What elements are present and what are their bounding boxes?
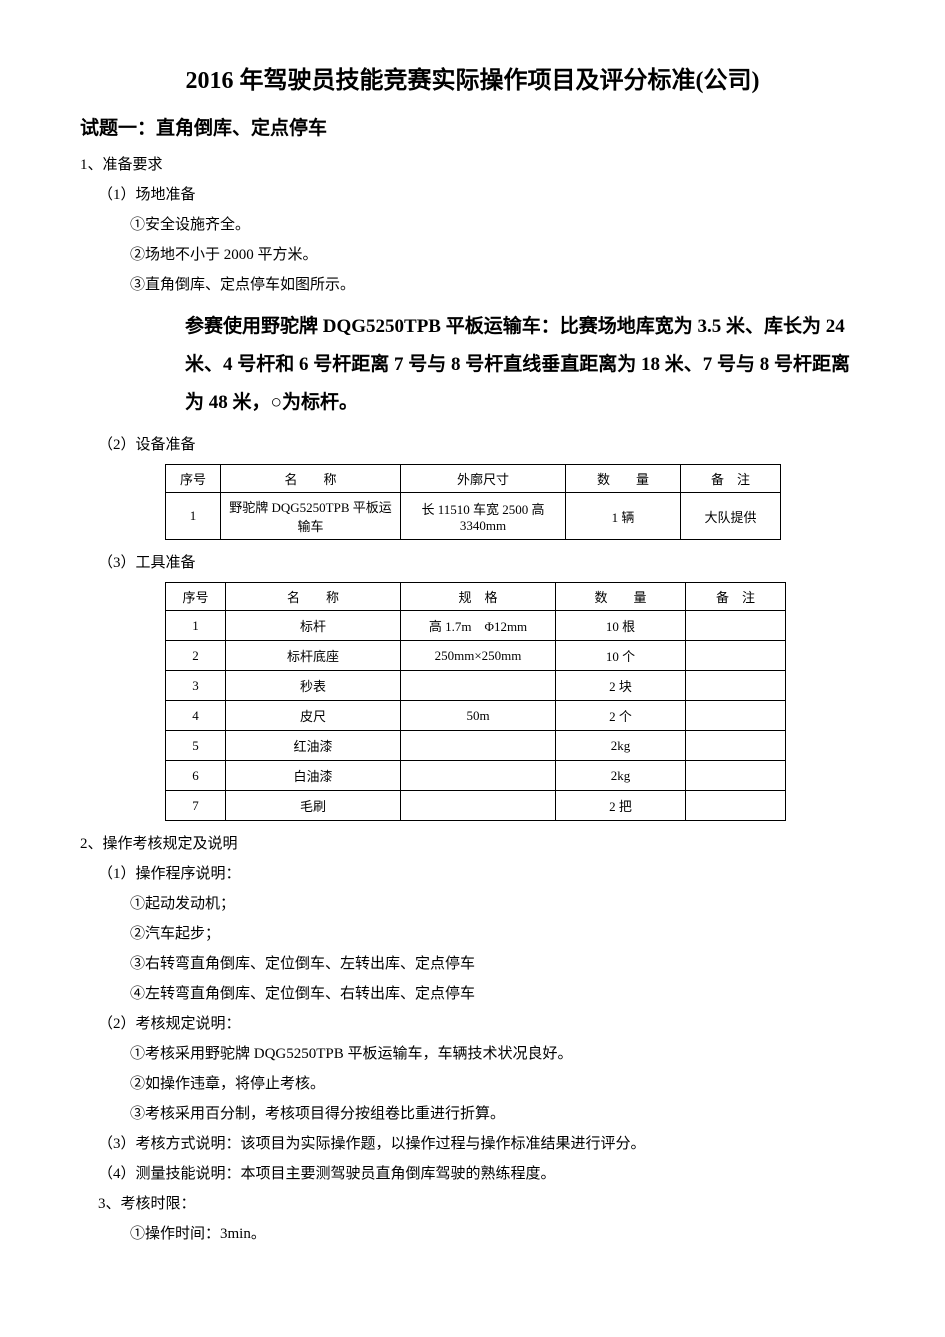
table-cell (401, 791, 556, 821)
table-cell: 7 (166, 791, 226, 821)
s2-p1: （1）操作程序说明： (98, 859, 865, 889)
equipment-table: 序号名 称外廓尺寸数 量备 注1野驼牌 DQG5250TPB 平板运输车长 11… (165, 464, 781, 540)
table-header-cell: 数 量 (566, 465, 681, 493)
page-title: 2016 年驾驶员技能竞赛实际操作项目及评分标准(公司) (80, 60, 865, 95)
table-cell: 10 根 (556, 611, 686, 641)
section-2-header: 2、操作考核规定及说明 (80, 829, 865, 859)
s3-p1: ①操作时间：3min。 (130, 1219, 865, 1249)
table-cell (686, 671, 786, 701)
table-cell (401, 761, 556, 791)
table-cell (686, 611, 786, 641)
table-cell: 野驼牌 DQG5250TPB 平板运输车 (221, 493, 401, 540)
table-cell (686, 731, 786, 761)
section-3-header: 3、考核时限： (98, 1189, 865, 1219)
table-header-cell: 序号 (166, 583, 226, 611)
s2-p3: （3）考核方式说明：该项目为实际操作题，以操作过程与操作标准结果进行评分。 (98, 1129, 865, 1159)
table-cell: 2 块 (556, 671, 686, 701)
table-cell: 皮尺 (226, 701, 401, 731)
table-header-cell: 数 量 (556, 583, 686, 611)
s2-p1b: ②汽车起步； (130, 919, 865, 949)
table-row: 2标杆底座250mm×250mm10 个 (166, 641, 786, 671)
table-cell (401, 731, 556, 761)
s2-p2c: ③考核采用百分制，考核项目得分按组卷比重进行折算。 (130, 1099, 865, 1129)
table-cell (686, 791, 786, 821)
table-cell: 4 (166, 701, 226, 731)
s2-p2: （2）考核规定说明： (98, 1009, 865, 1039)
s1-p1b: ②场地不小于 2000 平方米。 (130, 240, 865, 270)
table-cell: 标杆底座 (226, 641, 401, 671)
table-header-cell: 名 称 (226, 583, 401, 611)
table-cell: 秒表 (226, 671, 401, 701)
s1-p1: （1）场地准备 (98, 180, 865, 210)
tool-table: 序号名 称规 格数 量备 注1标杆高 1.7m Φ12mm10 根2标杆底座25… (165, 582, 786, 821)
section-1-header: 1、准备要求 (80, 150, 865, 180)
table-cell: 2 (166, 641, 226, 671)
s1-p1a: ①安全设施齐全。 (130, 210, 865, 240)
s2-p1c: ③右转弯直角倒库、定位倒车、左转出库、定点停车 (130, 949, 865, 979)
table-cell: 红油漆 (226, 731, 401, 761)
table-cell: 2kg (556, 731, 686, 761)
s1-p2: （2）设备准备 (98, 430, 865, 460)
table-cell: 1 (166, 493, 221, 540)
s1-p1c: ③直角倒库、定点停车如图所示。 (130, 270, 865, 300)
table-cell: 毛刷 (226, 791, 401, 821)
table-header-cell: 备 注 (686, 583, 786, 611)
table-cell: 3 (166, 671, 226, 701)
s2-p1d: ④左转弯直角倒库、定位倒车、右转出库、定点停车 (130, 979, 865, 1009)
table-header-cell: 备 注 (681, 465, 781, 493)
table-row: 6白油漆 2kg (166, 761, 786, 791)
s2-p1a: ①起动发动机； (130, 889, 865, 919)
table-cell: 5 (166, 731, 226, 761)
table-cell (686, 761, 786, 791)
table-cell: 250mm×250mm (401, 641, 556, 671)
table-cell: 白油漆 (226, 761, 401, 791)
table-cell: 1 辆 (566, 493, 681, 540)
vehicle-description: 参赛使用野驼牌 DQG5250TPB 平板运输车：比赛场地库宽为 3.5 米、库… (185, 308, 865, 422)
s1-p3: （3）工具准备 (98, 548, 865, 578)
table-cell (686, 641, 786, 671)
table-cell (401, 671, 556, 701)
table-header-cell: 规 格 (401, 583, 556, 611)
table-cell: 6 (166, 761, 226, 791)
table-cell: 50m (401, 701, 556, 731)
table-row: 1野驼牌 DQG5250TPB 平板运输车长 11510 车宽 2500 高 3… (166, 493, 781, 540)
s2-p4: （4）测量技能说明：本项目主要测驾驶员直角倒库驾驶的熟练程度。 (98, 1159, 865, 1189)
table-cell: 1 (166, 611, 226, 641)
table-cell (686, 701, 786, 731)
table-row: 3秒表 2 块 (166, 671, 786, 701)
s2-p2b: ②如操作违章，将停止考核。 (130, 1069, 865, 1099)
table-row: 4皮尺50m2 个 (166, 701, 786, 731)
question-subtitle: 试题一：直角倒库、定点停车 (80, 113, 865, 140)
table-row: 1标杆高 1.7m Φ12mm10 根 (166, 611, 786, 641)
table-row: 5红油漆 2kg (166, 731, 786, 761)
table-row: 7毛刷 2 把 (166, 791, 786, 821)
table-cell: 10 个 (556, 641, 686, 671)
table-cell: 大队提供 (681, 493, 781, 540)
table-header-cell: 名 称 (221, 465, 401, 493)
table-header-cell: 外廓尺寸 (401, 465, 566, 493)
table-cell: 2kg (556, 761, 686, 791)
table-cell: 标杆 (226, 611, 401, 641)
s2-p2a: ①考核采用野驼牌 DQG5250TPB 平板运输车，车辆技术状况良好。 (130, 1039, 865, 1069)
table-header-cell: 序号 (166, 465, 221, 493)
table-cell: 高 1.7m Φ12mm (401, 611, 556, 641)
table-cell: 2 把 (556, 791, 686, 821)
table-cell: 2 个 (556, 701, 686, 731)
table-cell: 长 11510 车宽 2500 高 3340mm (401, 493, 566, 540)
